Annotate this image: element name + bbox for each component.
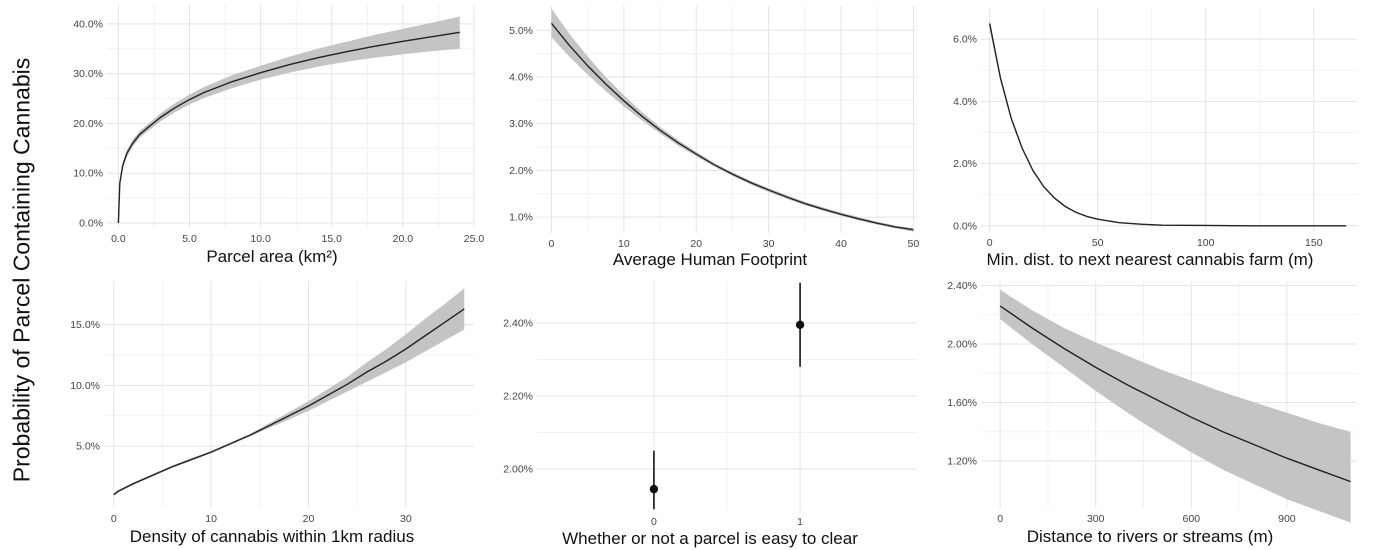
confidence-band <box>113 288 465 496</box>
major-grid <box>107 4 475 228</box>
y-tick-label: 0.0% <box>79 218 103 230</box>
data-point <box>649 484 659 494</box>
x-tick-label: 100 <box>1197 237 1215 249</box>
y-tick-label: 2.00% <box>503 464 533 476</box>
y-axis-label-container: Probability of Parcel Containing Cannabi… <box>0 0 44 550</box>
chart-cannabis-density: 0 10 20 30 5.0% 10.0% 15.0% <box>70 281 474 525</box>
y-tick-label: 1.0% <box>509 212 533 224</box>
x-tick-label: 0 <box>651 516 657 528</box>
x-axis-label: Min. dist. to next nearest cannabis farm… <box>986 250 1314 269</box>
x-tick-label: 20.0 <box>393 233 414 245</box>
x-tick-label: 30 <box>763 238 775 250</box>
panel-human-footprint: 0 10 20 30 40 50 1.0% 2.0% 3.0% 4.0% 5.0% Average … <box>495 0 925 275</box>
y-axis-label: Probability of Parcel Containing Cannabi… <box>8 57 35 483</box>
minor-grid <box>981 8 1357 232</box>
y-tick-label: 4.0% <box>953 96 977 108</box>
x-axis-label: Density of cannabis within 1km radius <box>129 527 415 546</box>
x-axis-label: Average Human Footprint <box>612 250 808 269</box>
x-tick-label: 900 <box>1278 513 1296 525</box>
x-tick-label: 10 <box>618 238 630 250</box>
y-tick-label: 2.20% <box>503 391 533 403</box>
y-tick-label: 0.0% <box>953 220 977 232</box>
major-grid <box>104 281 474 508</box>
y-tick-label: 10.0% <box>70 380 100 392</box>
panel-river-distance: 0 300 600 900 1.20% 1.60% 2.00% 2.40% Distance … <box>935 275 1365 550</box>
y-tick-label: 2.40% <box>947 280 977 292</box>
x-tick-label: 15.0 <box>322 233 343 245</box>
y-tick-label: 30.0% <box>73 68 103 80</box>
series-line <box>999 305 1351 483</box>
series-line <box>988 23 1347 227</box>
panel-cannabis-density: 0 10 20 30 5.0% 10.0% 15.0% Density of cannabi… <box>62 275 482 550</box>
x-tick-label: 20 <box>303 513 315 525</box>
x-axis-label: Whether or not a parcel is easy to clear <box>562 529 858 548</box>
y-tick-label: 10.0% <box>73 168 103 180</box>
minor-grid <box>537 6 917 233</box>
chart-nearest-farm-distance: 0 50 100 150 0.0% 2.0% 4.0% 6.0% <box>953 8 1357 249</box>
y-tick-label: 6.0% <box>953 34 977 46</box>
x-tick-label: 10 <box>205 513 217 525</box>
y-tick-label: 2.0% <box>953 158 977 170</box>
series-line <box>550 22 914 231</box>
y-tick-label: 2.00% <box>947 338 977 350</box>
data-point <box>795 320 805 330</box>
x-tick-label: 10.0 <box>250 233 271 245</box>
x-tick-label: 40 <box>835 238 847 250</box>
y-tick-label: 1.60% <box>947 397 977 409</box>
y-tick-label: 3.0% <box>509 118 533 130</box>
major-grid <box>981 8 1357 232</box>
x-tick-label: 0 <box>111 513 117 525</box>
x-tick-label: 50 <box>908 238 920 250</box>
series-line <box>113 308 465 496</box>
y-tick-label: 2.40% <box>503 317 533 329</box>
x-tick-label: 50 <box>1092 237 1104 249</box>
major-grid <box>537 6 917 233</box>
chart-parcel-area: 0.0 5.0 10.0 15.0 20.0 25.0 0.0% 10.0% 20.0% 30.0… <box>73 4 485 245</box>
y-tick-label: 5.0% <box>76 441 100 453</box>
y-tick-label: 20.0% <box>73 118 103 130</box>
confidence-band <box>1000 289 1351 523</box>
x-tick-label: 600 <box>1183 513 1201 525</box>
x-axis-label: Parcel area (km²) <box>206 247 338 266</box>
x-tick-label: 20 <box>690 238 702 250</box>
y-tick-label: 1.20% <box>947 456 977 468</box>
y-tick-label: 4.0% <box>509 71 533 83</box>
x-tick-label: 0 <box>997 513 1003 525</box>
panel-parcel-area: 0.0 5.0 10.0 15.0 20.0 25.0 0.0% 10.0% 20.0% 30.0… <box>62 0 485 275</box>
x-tick-label: 300 <box>1087 513 1105 525</box>
x-tick-label: 5.0 <box>182 233 197 245</box>
panel-easy-to-clear: 0 1 2.00% 2.20% 2.40% Whether or not a parce… <box>495 275 925 550</box>
y-tick-label: 40.0% <box>73 18 103 30</box>
x-tick-label: 0 <box>987 237 993 249</box>
panel-nearest-farm-distance: 0 50 100 150 0.0% 2.0% 4.0% 6.0% Min. dist. to … <box>935 0 1365 275</box>
y-tick-label: 5.0% <box>509 25 533 37</box>
confidence-band <box>118 16 460 224</box>
chart-easy-to-clear: 0 1 2.00% 2.20% 2.40% <box>503 281 917 528</box>
x-tick-label: 1 <box>797 516 803 528</box>
x-tick-label: 25.0 <box>464 233 485 245</box>
x-tick-label: 0.0 <box>111 233 126 245</box>
x-tick-label: 30 <box>400 513 412 525</box>
x-tick-label: 0 <box>549 238 555 250</box>
x-tick-label: 150 <box>1305 237 1323 249</box>
minor-grid <box>104 281 474 508</box>
chart-human-footprint: 0 10 20 30 40 50 1.0% 2.0% 3.0% 4.0% 5.0% <box>509 6 920 250</box>
series-line <box>117 31 460 224</box>
x-axis-label: Distance to rivers or streams (m) <box>1026 527 1274 546</box>
y-tick-label: 15.0% <box>70 319 100 331</box>
chart-river-distance: 0 300 600 900 1.20% 1.60% 2.00% 2.40% <box>947 280 1357 525</box>
y-tick-label: 2.0% <box>509 165 533 177</box>
